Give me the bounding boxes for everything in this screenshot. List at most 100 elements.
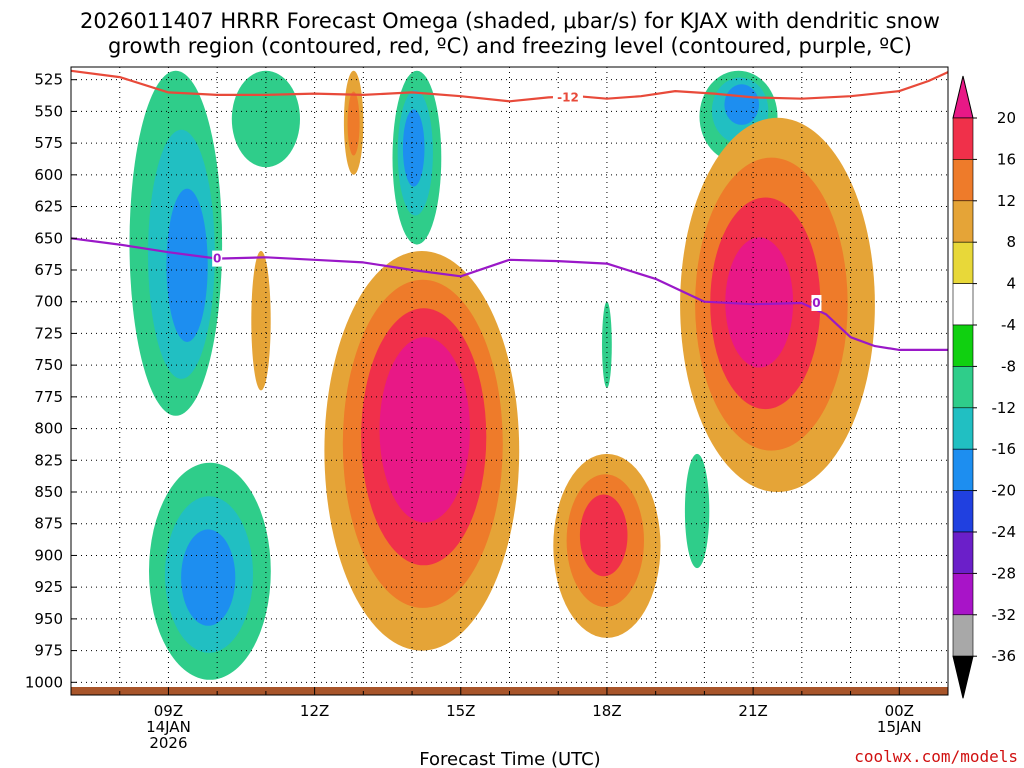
y-tick-label: 650 (34, 229, 63, 247)
sinking-motion-shade (181, 529, 236, 626)
y-tick-label: 675 (34, 261, 63, 279)
sinking-motion-shade (602, 301, 612, 388)
y-tick-label: 1000 (25, 673, 63, 691)
colorbar-bin (952, 490, 974, 533)
y-tick-label: 800 (34, 420, 63, 438)
y-tick-label: 750 (34, 356, 63, 374)
y-tick-label: 725 (34, 324, 63, 342)
colorbar-bin (952, 283, 974, 326)
x-tick-label: 15JAN (877, 718, 922, 736)
omega-region (392, 70, 442, 245)
freezing-contour-label-bg (811, 294, 822, 311)
x-tick-label: 09Z (154, 702, 183, 720)
omega-region (324, 250, 520, 651)
rising-motion-shade (347, 91, 360, 156)
x-tick-label: 14JAN (146, 718, 191, 736)
colorbar-bin (952, 573, 974, 616)
omega-region (251, 250, 271, 391)
omega-shading (0, 0, 951, 768)
colorbar-bin (952, 117, 974, 160)
dgz-contour-line (70, 69, 949, 103)
y-tick-label: 550 (34, 102, 63, 120)
colorbar-label: 12 (997, 192, 1016, 210)
rising-motion-shade (397, 365, 454, 480)
colorbar-bin (952, 241, 974, 284)
x-tick-label: 15Z (446, 702, 475, 720)
colorbar-label: -4 (1001, 316, 1016, 334)
freezing-contour-label: 0 (812, 296, 820, 310)
colorbar-label: 4 (1006, 275, 1016, 293)
omega-region (680, 117, 875, 492)
x-tick-label: 00Z (885, 702, 914, 720)
y-tick-label: 575 (34, 134, 63, 152)
y-tick-label: 950 (34, 610, 63, 628)
chart-title-line-1: 2026011407 HRRR Forecast Omega (shaded, … (80, 9, 940, 33)
x-tick-label: 12Z (300, 702, 329, 720)
colorbar-label: -32 (992, 606, 1017, 624)
site-credit[interactable]: coolwx.com/models (854, 747, 1018, 766)
y-tick-label: 825 (34, 451, 63, 469)
dgz-contour-label: -12 (557, 90, 579, 104)
colorbar-bin (952, 614, 974, 657)
omega-region (149, 462, 271, 680)
rising-motion-shade (579, 494, 628, 577)
freezing-contour-label: 0 (213, 252, 221, 266)
colorbar-top-arrow (952, 75, 974, 119)
y-tick-label: 975 (34, 642, 63, 660)
colorbar-bin (952, 407, 974, 450)
y-tick-label: 900 (34, 546, 63, 564)
colorbar-bin (952, 448, 974, 491)
sinking-motion-shade (684, 453, 710, 569)
right-mask (948, 67, 951, 695)
y-tick-label: 525 (34, 71, 63, 89)
x-tick-label: 2026 (149, 734, 187, 752)
colorbar-label: -12 (992, 399, 1017, 417)
colorbar-label: -24 (992, 523, 1017, 541)
y-tick-label: 625 (34, 198, 63, 216)
colorbar-label: -8 (1001, 357, 1016, 375)
omega-region (343, 70, 364, 175)
x-tick-label: 21Z (738, 702, 767, 720)
colorbar-bin (952, 324, 974, 367)
colorbar-label: 16 (997, 150, 1016, 168)
omega-region (602, 301, 612, 388)
colorbar-bottom-arrow (952, 655, 974, 699)
x-tick-label: 18Z (592, 702, 621, 720)
y-tick-label: 850 (34, 483, 63, 501)
rising-motion-shade (251, 250, 271, 391)
colorbar-bin (952, 366, 974, 409)
freezing-contour-line (70, 237, 948, 351)
omega-region (129, 70, 223, 416)
colorbar-label: -20 (992, 482, 1017, 500)
sinking-motion-shade (402, 109, 425, 187)
y-tick-label: 925 (34, 578, 63, 596)
x-axis-title: Forecast Time (UTC) (419, 749, 600, 768)
y-tick-label: 775 (34, 388, 63, 406)
colorbar-label: -36 (992, 647, 1017, 665)
chart-title-line-2: growth region (contoured, red, ºC) and f… (108, 34, 912, 58)
dgz-contour-label-bg (552, 89, 583, 106)
contour-lines: -12 0 0 (70, 69, 949, 351)
colorbar-label: 8 (1006, 233, 1016, 251)
y-tick-label: 875 (34, 515, 63, 533)
top-mask (71, 58, 948, 67)
sinking-motion-shade (724, 84, 759, 125)
colorbar-bin (952, 531, 974, 574)
colorbar-label: -16 (992, 440, 1017, 458)
omega-region (553, 453, 661, 638)
omega-region (684, 453, 710, 569)
freezing-contour-label-bg (212, 250, 223, 267)
colorbar-bin (952, 200, 974, 243)
pressure-axis: 525 550 575 600 625 650 675 700 725 750 775 800 825 8… (25, 71, 77, 691)
omega-colorbar: 20 16 12 8 4 -4 -8 -12 -16 -20 -24 -28 -32 -36 (952, 75, 1017, 699)
left-mask (0, 0, 71, 768)
colorbar-bin (952, 159, 974, 202)
sinking-motion-shade (166, 188, 208, 342)
colorbar-label: 20 (997, 109, 1016, 127)
y-tick-label: 700 (34, 293, 63, 311)
y-tick-label: 600 (34, 166, 63, 184)
gridlines (70, 67, 949, 695)
colorbar-label: -28 (992, 564, 1017, 582)
